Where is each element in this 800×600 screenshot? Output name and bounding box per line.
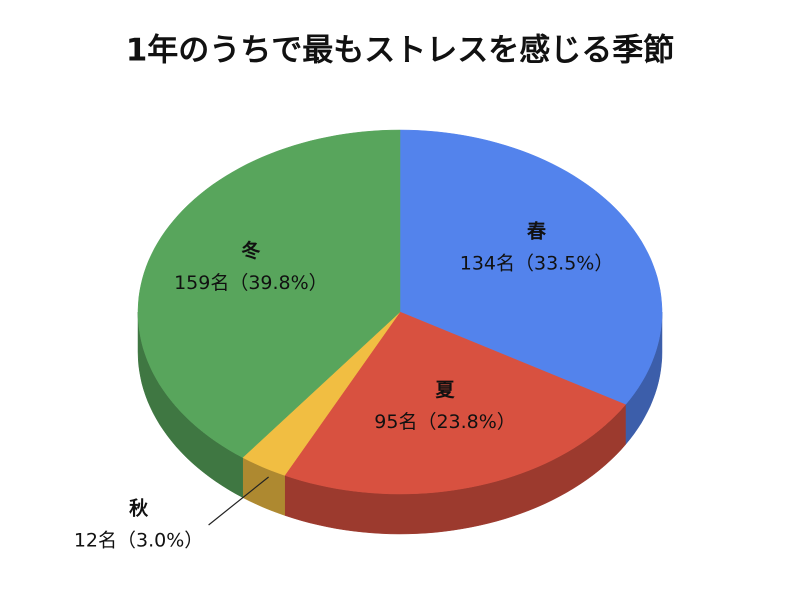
slice-label-name: 夏: [436, 379, 456, 401]
slice-label-name: 冬: [241, 239, 260, 262]
slice: [137, 129, 401, 458]
pie-labels: 春 134名（33.5%） 夏 95名（23.8%） 秋 12名（3.0%） 冬 159名（3…: [74, 219, 614, 551]
slice-label-value: 159名（39.8%）: [174, 272, 328, 294]
slice-label-value: 95名（23.8%）: [374, 411, 516, 433]
slice-label-name: 春: [527, 219, 546, 242]
chart-title: 1年のうちで最もストレスを感じる季節: [126, 33, 675, 69]
pie-tops: [137, 129, 663, 495]
slice: [242, 311, 401, 476]
slice-label-name: 秋: [129, 496, 149, 519]
slice-label-value: 134名（33.5%）: [460, 252, 614, 274]
slice: [399, 129, 663, 405]
slice-label-value: 12名（3.0%）: [74, 529, 203, 551]
slice: [284, 311, 626, 495]
leader-line: [208, 476, 269, 526]
